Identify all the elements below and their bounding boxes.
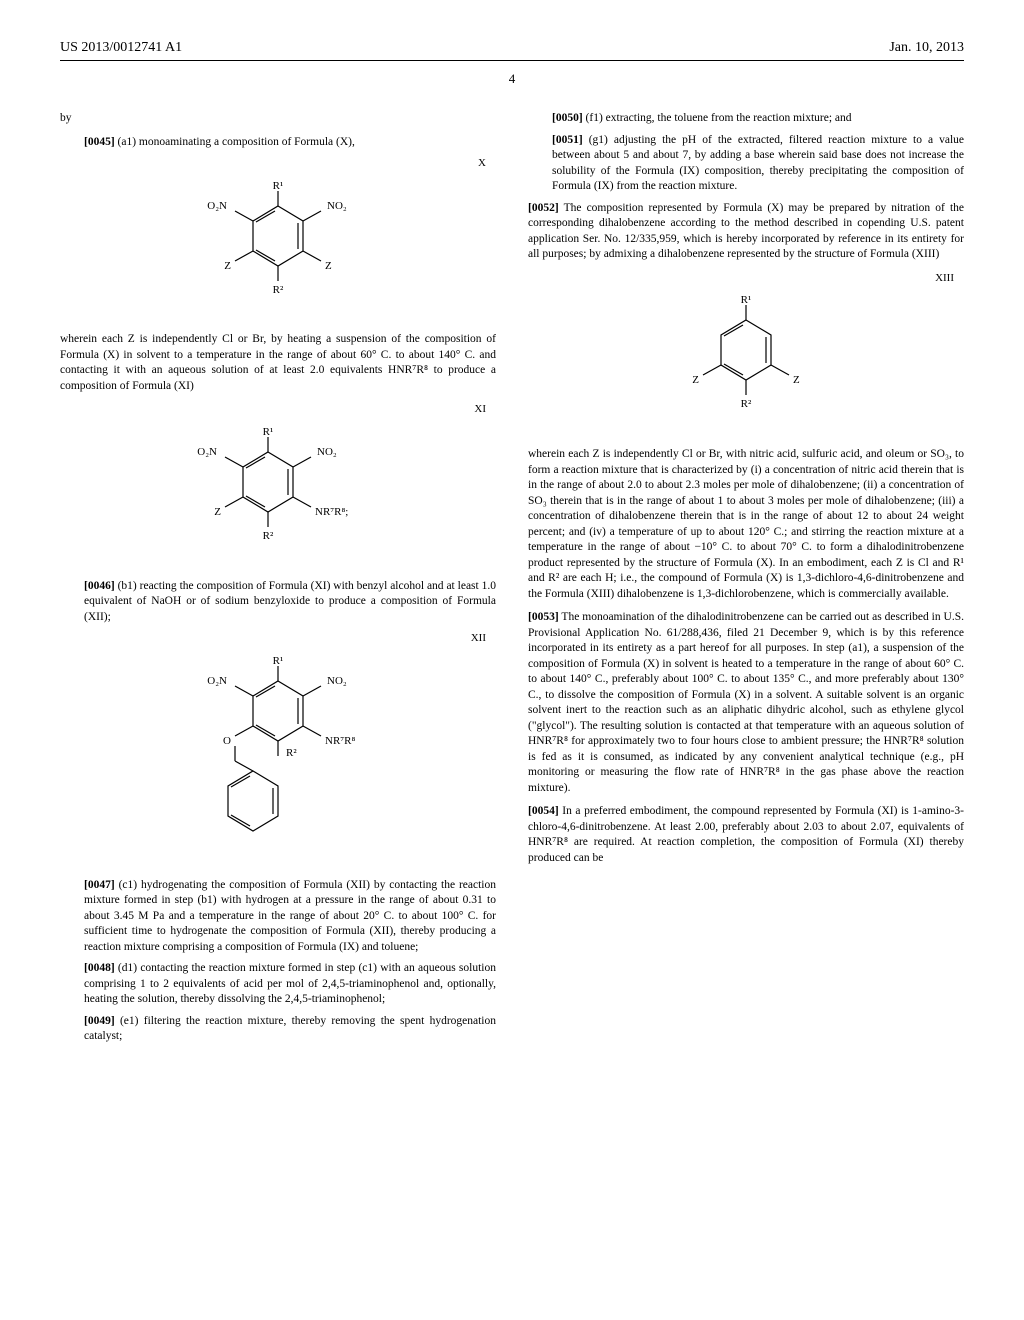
svg-text:R¹: R¹ xyxy=(263,427,274,438)
svg-text:NO₂: NO₂ xyxy=(327,675,347,687)
para-number: [0052] xyxy=(528,202,559,214)
para-number: [0046] xyxy=(84,580,115,592)
para-number: [0054] xyxy=(528,805,559,817)
paragraph-after-xiii: wherein each Z is independently Cl or Br… xyxy=(528,447,964,602)
para-text: (e1) filtering the reaction mixture, the… xyxy=(84,1015,496,1043)
svg-text:NR⁷R⁸;: NR⁷R⁸; xyxy=(315,506,348,518)
svg-text:O₂N: O₂N xyxy=(207,200,227,212)
paragraph-0045: [0045] (a1) monoaminating a composition … xyxy=(84,135,496,151)
svg-text:Z: Z xyxy=(224,260,231,272)
svg-text:Z: Z xyxy=(325,260,332,272)
svg-text:R²: R² xyxy=(273,284,284,296)
svg-text:O₂N: O₂N xyxy=(207,675,227,687)
page-header: US 2013/0012741 A1 Jan. 10, 2013 xyxy=(60,40,964,61)
paragraph-0048: [0048] (d1) contacting the reaction mixt… xyxy=(84,961,496,1008)
page-number: 4 xyxy=(60,71,964,87)
para-number: [0049] xyxy=(84,1015,115,1027)
para-number: [0050] xyxy=(552,112,583,124)
paragraph-0049: [0049] (e1) filtering the reaction mixtu… xyxy=(84,1014,496,1045)
left-column: by [0045] (a1) monoaminating a compositi… xyxy=(60,111,496,1051)
paragraph-0052: [0052] The composition represented by Fo… xyxy=(528,201,964,263)
svg-text:Z: Z xyxy=(692,374,699,386)
svg-text:R¹: R¹ xyxy=(741,295,752,306)
para-text: The composition represented by Formula (… xyxy=(528,202,964,261)
svg-text:R¹: R¹ xyxy=(273,181,284,192)
paragraph-0054: [0054] In a preferred embodiment, the co… xyxy=(528,804,964,866)
svg-text:R²: R² xyxy=(741,398,752,410)
para-text: In a preferred embodiment, the compound … xyxy=(528,805,964,864)
para-text: (b1) reacting the composition of Formula… xyxy=(84,580,496,623)
para-number: [0047] xyxy=(84,879,115,891)
formula-label-xii: XII xyxy=(60,631,496,646)
svg-text:R²: R² xyxy=(263,530,274,542)
two-column-layout: by [0045] (a1) monoaminating a compositi… xyxy=(60,111,964,1051)
svg-text:NO₂: NO₂ xyxy=(317,446,337,458)
paragraph-0046: [0046] (b1) reacting the composition of … xyxy=(84,579,496,626)
para-number: [0053] xyxy=(528,611,559,623)
para-text: (d1) contacting the reaction mixture for… xyxy=(84,962,496,1005)
para-number: [0045] xyxy=(84,136,115,148)
structure-formula-xii: R¹ O₂N NO₂ O NR⁷R⁸ R² xyxy=(60,656,496,862)
para-text: (g1) adjusting the pH of the extracted, … xyxy=(552,134,964,193)
publication-number: US 2013/0012741 A1 xyxy=(60,40,182,56)
svg-text:NR⁷R⁸: NR⁷R⁸ xyxy=(325,735,355,747)
structure-formula-x: R¹ O₂N NO₂ Z Z R² xyxy=(60,181,496,317)
structure-formula-xiii: R¹ Z Z R² xyxy=(528,295,964,431)
para-number: [0051] xyxy=(552,134,583,146)
para-text: (f1) extracting, the toluene from the re… xyxy=(586,112,852,124)
paragraph-0047: [0047] (c1) hydrogenating the compositio… xyxy=(84,878,496,956)
formula-label-x: X xyxy=(60,156,496,171)
intro-by: by xyxy=(60,111,496,127)
right-column: [0050] (f1) extracting, the toluene from… xyxy=(528,111,964,1051)
para-text: (a1) monoaminating a composition of Form… xyxy=(118,136,355,148)
svg-text:R¹: R¹ xyxy=(273,656,284,667)
para-number: [0048] xyxy=(84,962,115,974)
svg-text:Z: Z xyxy=(793,374,800,386)
paragraph-0053: [0053] The monoamination of the dihalodi… xyxy=(528,610,964,796)
svg-text:R²: R² xyxy=(286,747,297,759)
svg-text:O₂N: O₂N xyxy=(197,446,217,458)
svg-text:Z: Z xyxy=(214,506,221,518)
svg-text:NO₂: NO₂ xyxy=(327,200,347,212)
paragraph-0050: [0050] (f1) extracting, the toluene from… xyxy=(552,111,964,127)
publication-date: Jan. 10, 2013 xyxy=(889,40,964,56)
formula-label-xi: XI xyxy=(60,402,496,417)
para-text: (c1) hydrogenating the composition of Fo… xyxy=(84,879,496,953)
paragraph-0051: [0051] (g1) adjusting the pH of the extr… xyxy=(552,133,964,195)
svg-text:O: O xyxy=(223,735,231,747)
formula-label-xiii: XIII xyxy=(528,271,964,286)
paragraph-after-x: wherein each Z is independently Cl or Br… xyxy=(60,332,496,394)
para-text: The monoamination of the dihalodinitrobe… xyxy=(528,611,964,794)
structure-formula-xi: R¹ O₂N NO₂ Z NR⁷R⁸; R² xyxy=(60,427,496,563)
